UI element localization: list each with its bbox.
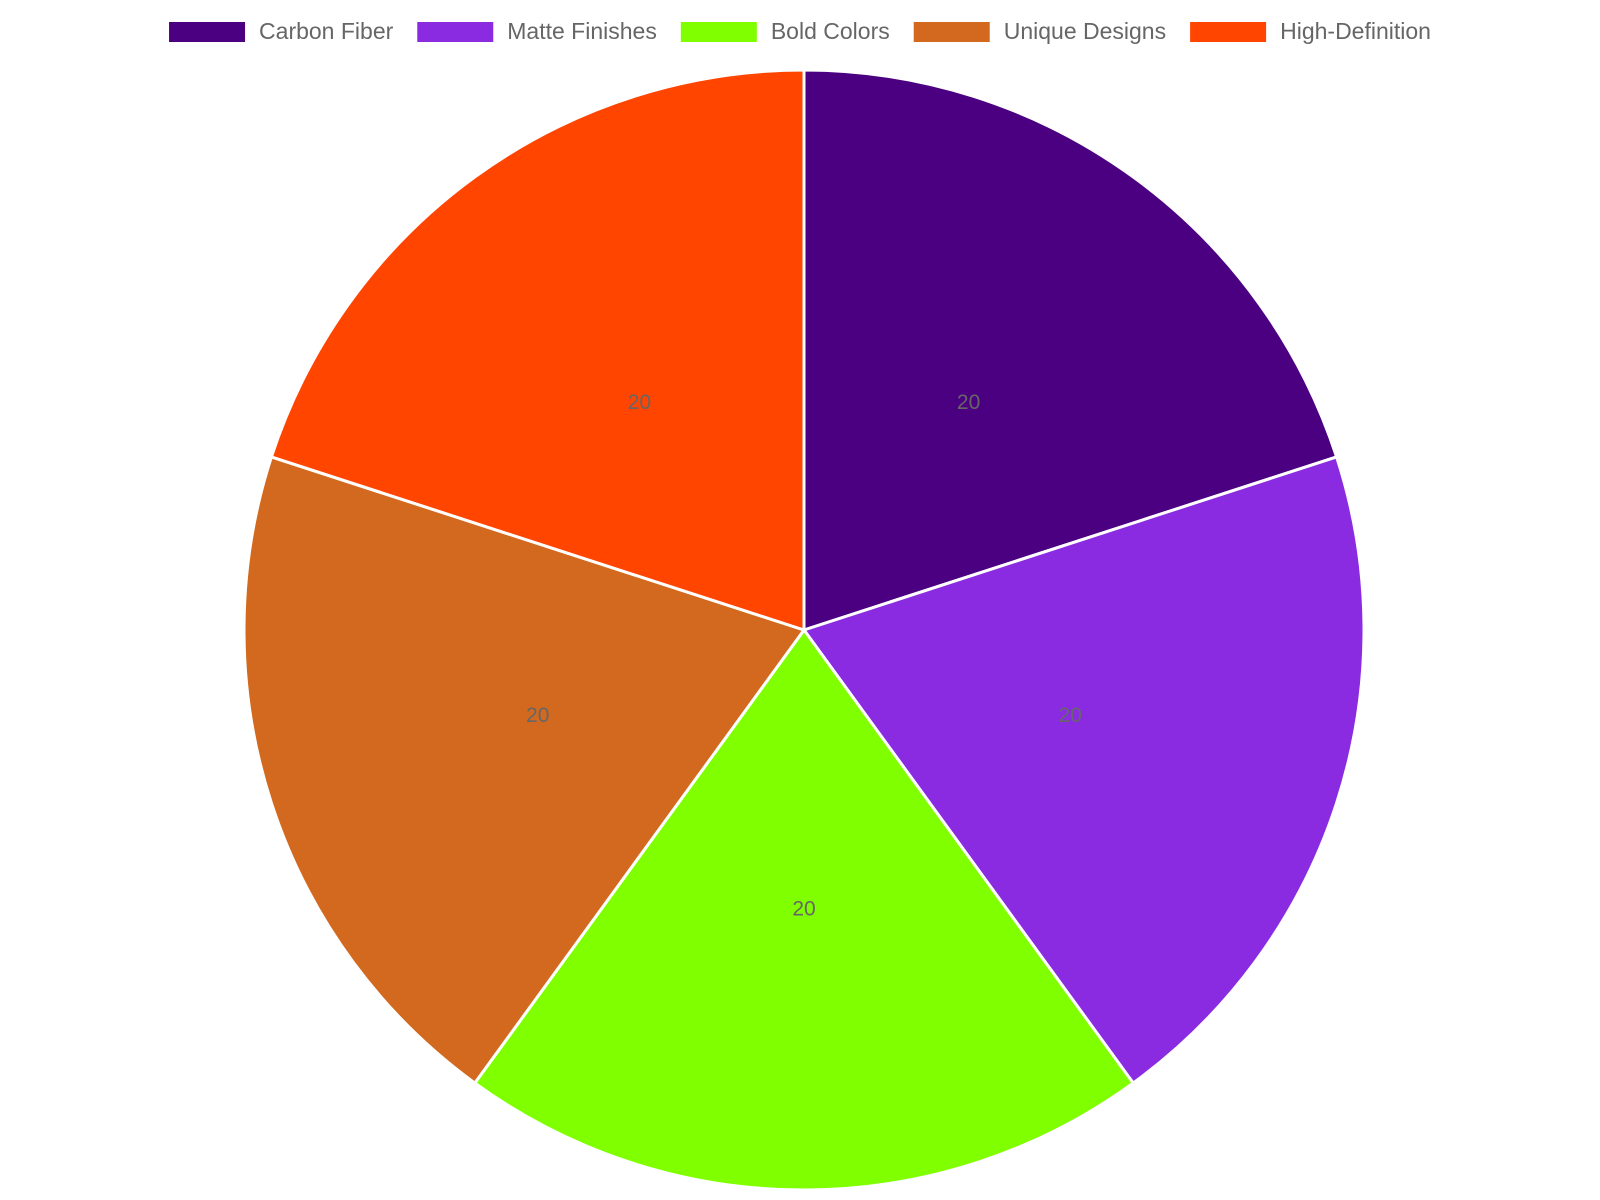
legend-swatch [913, 22, 990, 42]
pie-slice [242, 455, 807, 1086]
legend-swatch [169, 22, 246, 42]
legend: Carbon Fiber Matte Finishes Bold Colors Uni… [169, 18, 1431, 44]
legend-label: Bold Colors [771, 18, 890, 44]
legend-swatch [1190, 22, 1267, 42]
legend-swatch [417, 22, 494, 42]
data-label: 20 [792, 898, 815, 921]
legend-label: Unique Designs [1004, 18, 1166, 44]
data-label: 20 [628, 391, 651, 414]
pie-slice [269, 68, 806, 633]
legend-swatch [680, 22, 757, 42]
legend-label: High-Definition [1280, 18, 1431, 44]
pie-slice [802, 68, 1339, 633]
pie-slice [472, 627, 1136, 1192]
legend-label: Matte Finishes [507, 18, 657, 44]
data-label: 20 [1059, 704, 1082, 727]
pie-slice [801, 455, 1366, 1086]
data-label: 20 [526, 704, 549, 727]
legend-label: Carbon Fiber [259, 18, 394, 44]
data-label: 20 [957, 391, 980, 414]
